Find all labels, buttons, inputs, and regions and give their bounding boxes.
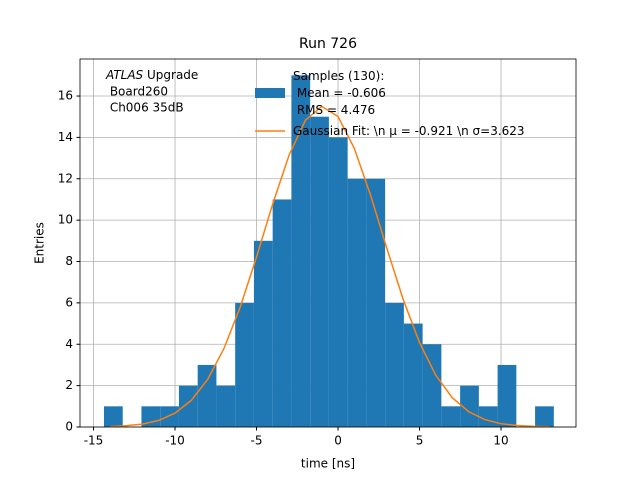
x-tick-label: 5 <box>416 434 424 448</box>
bar <box>366 178 386 427</box>
annotation: ATLAS Upgrade <box>105 68 198 82</box>
bar <box>103 406 123 427</box>
bar <box>403 323 423 427</box>
annotation-text: Upgrade <box>143 68 198 82</box>
legend-label: Gaussian Fit: \n μ = -0.921 \n σ=3.623 <box>293 124 525 138</box>
x-tick-label: -10 <box>165 434 185 448</box>
annotation-italic: ATLAS <box>105 68 144 82</box>
bar <box>197 364 217 427</box>
fit-line <box>109 105 550 428</box>
legend-swatch <box>255 88 285 98</box>
bar <box>422 344 442 427</box>
bar <box>441 406 461 427</box>
axes-frame <box>79 58 577 428</box>
bar <box>385 302 404 427</box>
bar <box>291 75 311 427</box>
y-tick-label: 0 <box>65 420 73 434</box>
x-tick-label: -15 <box>84 434 104 448</box>
annotation-line: Ch006 35dB <box>106 101 184 115</box>
y-tick-label: 12 <box>58 171 73 185</box>
bar <box>160 406 179 427</box>
x-tick-label: 10 <box>493 434 508 448</box>
x-tick-label: -5 <box>251 434 263 448</box>
y-tick-label: 2 <box>65 378 73 392</box>
y-tick-label: 14 <box>58 130 73 144</box>
bar <box>497 364 517 427</box>
x-axis-label: time [ns] <box>301 457 355 471</box>
bar <box>460 385 479 427</box>
bar <box>216 385 236 427</box>
bar <box>310 116 329 428</box>
x-tick-label: 0 <box>334 434 342 448</box>
y-tick-label: 8 <box>65 254 73 268</box>
bar <box>272 199 292 427</box>
legend-label: Samples (130): Mean = -0.606 RMS = 4.476 <box>293 69 386 117</box>
bar <box>478 406 498 427</box>
chart-title: Run 726 <box>299 36 357 52</box>
bar <box>347 178 367 427</box>
bar <box>535 406 554 427</box>
bar <box>328 137 348 427</box>
bar <box>253 240 273 427</box>
bar <box>235 302 254 427</box>
y-tick-label: 10 <box>58 213 73 227</box>
plot-area: 0 2 4 6 8 10 12 14 16 -15 -10 -5 0 5 10 Samples (130): … <box>58 58 577 448</box>
y-tick-label: 4 <box>65 337 73 351</box>
annotation-line: Board260 <box>106 85 168 99</box>
y-axis-label: Entries <box>33 222 47 264</box>
y-tick-label: 16 <box>58 89 73 103</box>
y-tick-label: 6 <box>65 295 73 309</box>
bar <box>178 385 198 427</box>
